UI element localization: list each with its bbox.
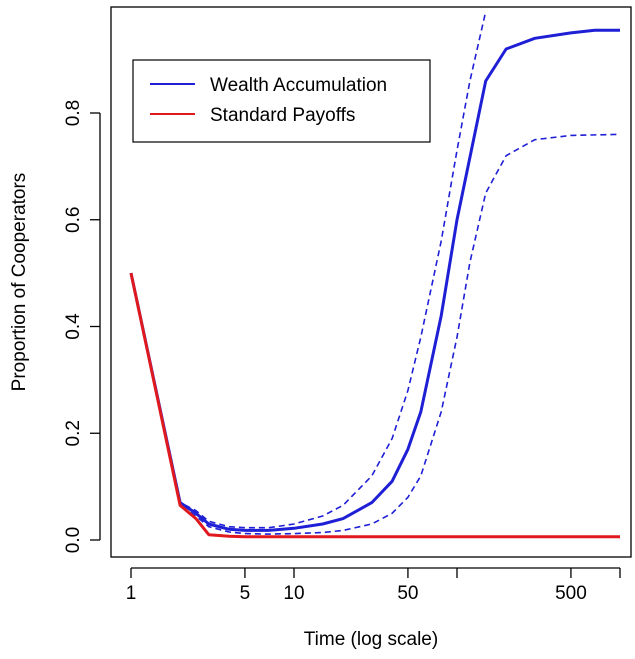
series-line-wealth-accumulation-lower bbox=[131, 134, 620, 534]
legend-label-wealth: Wealth Accumulation bbox=[210, 75, 387, 96]
legend-label-standard: Standard Payoffs bbox=[210, 105, 355, 126]
y-tick-label: 0.4 bbox=[63, 313, 84, 340]
x-tick-label: 10 bbox=[283, 583, 304, 604]
legend-box bbox=[133, 60, 430, 142]
y-axis: 0.0 0.2 0.4 0.6 0.8 bbox=[63, 100, 100, 553]
legend: Wealth Accumulation Standard Payoffs bbox=[133, 60, 430, 142]
x-axis: 1 5 10 50 500 bbox=[126, 568, 620, 604]
y-axis-label: Proportion of Cooperators bbox=[9, 173, 30, 392]
x-tick-label: 500 bbox=[555, 583, 587, 604]
x-tick-label: 1 bbox=[126, 583, 137, 604]
y-tick-label: 0.8 bbox=[63, 100, 84, 126]
x-axis-label: Time (log scale) bbox=[304, 629, 438, 650]
y-tick-label: 0.0 bbox=[63, 527, 84, 553]
y-tick-label: 0.6 bbox=[63, 207, 84, 233]
x-tick-label: 50 bbox=[397, 583, 418, 604]
y-tick-label: 0.2 bbox=[63, 420, 84, 446]
x-tick-label: 5 bbox=[240, 583, 251, 604]
